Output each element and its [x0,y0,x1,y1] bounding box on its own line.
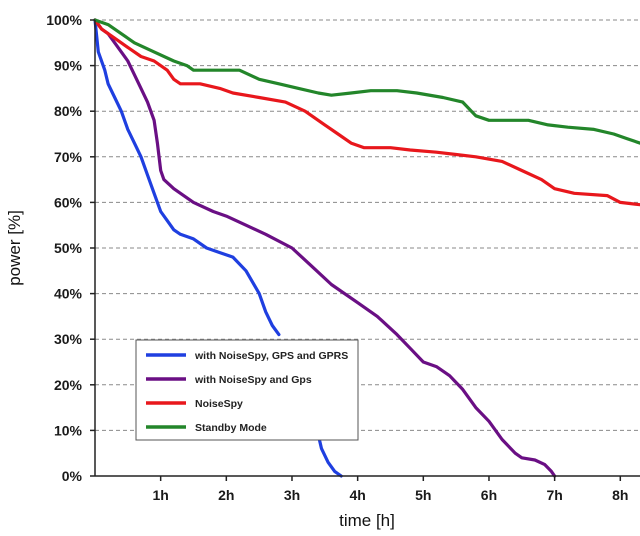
x-tick-label: 2h [218,487,234,503]
legend-label: NoiseSpy [195,398,243,410]
y-tick-label: 100% [46,12,82,28]
y-tick-label: 30% [54,331,83,347]
series-line [93,18,640,145]
y-axis-title: power [%] [5,210,24,286]
y-tick-label: 70% [54,149,83,165]
y-tick-label: 60% [54,194,83,210]
x-tick-label: 8h [612,487,628,503]
y-tick-label: 80% [54,103,83,119]
y-tick-label: 20% [54,377,83,393]
y-tick-labels: 0% 10% 20% 30% 40% 50% 60% 70% 80% 90% 100% [46,12,95,484]
y-tick-label: 90% [54,58,83,74]
x-tick-label: 1h [152,487,168,503]
x-tick-labels: 1h 2h 3h 4h 5h 6h 7h 8h [152,476,628,503]
x-tick-label: 3h [284,487,300,503]
x-tick-label: 7h [546,487,562,503]
y-tick-label: 0% [62,468,83,484]
x-tick-label: 5h [415,487,431,503]
series-line [93,18,281,337]
series-line [93,18,557,478]
y-tick-label: 40% [54,286,83,302]
legend-label: Standby Mode [195,422,267,434]
legend-entries: with NoiseSpy, GPS and GPRS with NoiseSpy… [146,350,348,434]
legend: with NoiseSpy, GPS and GPRS with NoiseSpy… [135,339,359,441]
x-tick-label: 4h [349,487,365,503]
legend-label: with NoiseSpy, GPS and GPRS [194,350,348,362]
series-line [316,433,343,478]
series-line [93,18,640,207]
y-tick-label: 50% [54,240,83,256]
legend-label: with NoiseSpy and Gps [194,374,312,386]
x-axis-title: time [h] [339,511,395,530]
y-tick-label: 10% [54,422,83,438]
x-tick-label: 6h [481,487,497,503]
series-layer [93,18,640,478]
